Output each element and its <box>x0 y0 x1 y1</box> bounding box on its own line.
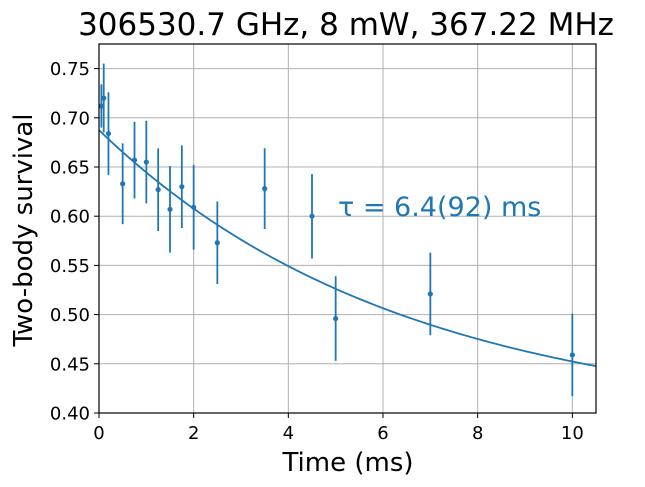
point-marker <box>105 130 112 137</box>
y-tick-label: 0.65 <box>50 158 90 179</box>
data-point <box>155 148 161 231</box>
point-marker <box>214 240 220 246</box>
point-marker <box>167 206 173 212</box>
data-point <box>427 252 433 336</box>
y-tick-label: 0.40 <box>50 404 90 425</box>
y-tick-label: 0.70 <box>50 108 90 129</box>
plot-frame <box>98 43 597 414</box>
axis-ticks: 0 2 4 6 8 10 0.40 0.45 0.50 0.55 0.60 0.65 0.70 0.75 <box>50 59 584 444</box>
point-marker <box>427 291 433 297</box>
x-tick-label: 4 <box>283 423 294 444</box>
data-point <box>262 148 268 229</box>
x-tick-label: 6 <box>377 423 388 444</box>
data-point <box>143 120 149 204</box>
point-marker <box>120 181 126 187</box>
x-tick-label: 8 <box>472 423 483 444</box>
point-marker <box>333 315 339 322</box>
point-marker <box>191 204 197 210</box>
point-marker <box>143 159 149 165</box>
point-marker <box>179 184 185 190</box>
point-marker <box>98 103 104 109</box>
data-point <box>120 143 126 225</box>
data-point <box>569 313 575 397</box>
point-marker <box>131 157 138 163</box>
y-tick-label: 0.45 <box>50 354 90 375</box>
x-axis-label: Time (ms) <box>281 448 413 478</box>
fit-curve <box>98 129 597 367</box>
y-tick-label: 0.50 <box>50 305 90 326</box>
point-marker <box>155 187 161 193</box>
fit-line <box>98 129 597 367</box>
x-tick-label: 0 <box>93 423 104 444</box>
y-tick-label: 0.55 <box>50 256 90 277</box>
data-point <box>309 173 315 259</box>
chart-title: 306530.7 GHz, 8 mW, 367.22 MHz <box>78 7 614 43</box>
data-series <box>98 63 575 397</box>
x-tick-label: 10 <box>561 423 584 444</box>
tau-annotation: τ = 6.4(92) ms <box>338 192 541 223</box>
data-point <box>191 165 197 250</box>
point-marker <box>309 213 315 219</box>
y-tick-label: 0.60 <box>50 207 90 228</box>
data-point <box>131 121 138 199</box>
y-tick-label: 0.75 <box>50 59 90 80</box>
grid <box>98 44 596 414</box>
data-point <box>101 63 107 133</box>
data-point <box>214 201 220 285</box>
x-tick-label: 2 <box>188 423 199 444</box>
y-axis-label: Two-body survival <box>9 113 39 347</box>
data-point <box>333 276 339 361</box>
data-point <box>105 92 112 175</box>
point-marker <box>262 186 268 192</box>
point-marker <box>569 352 575 358</box>
data-point <box>179 145 185 229</box>
data-point <box>167 166 173 253</box>
point-marker <box>101 95 107 101</box>
data-point <box>98 84 104 128</box>
